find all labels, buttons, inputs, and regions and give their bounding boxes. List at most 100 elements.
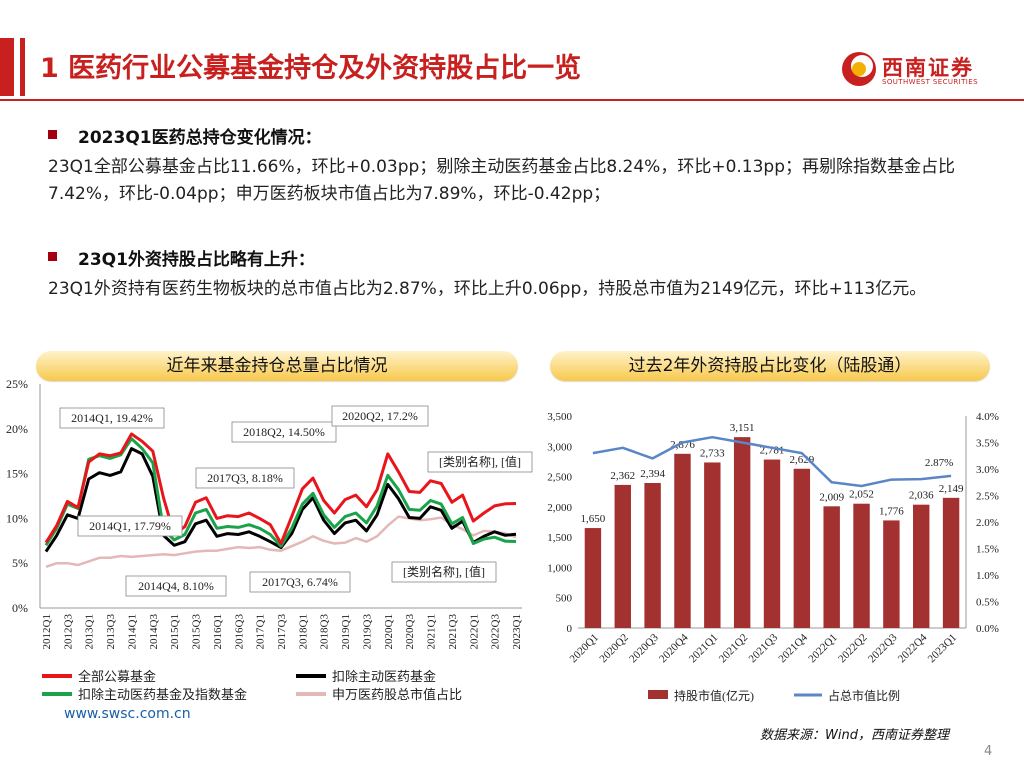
right-x-tick-label: 2023Q1 (926, 632, 960, 666)
ratio-end-label: 2.87% (925, 457, 953, 469)
right-x-tick-label: 2022Q4 (896, 631, 930, 665)
right-y-tick-label: 0 (567, 623, 573, 635)
bar-2022Q3 (883, 520, 900, 628)
right-x-tick-label: 2020Q1 (567, 632, 601, 666)
left-x-tick-label: 2013Q3 (105, 614, 117, 650)
left-x-tick-label: 2019Q1 (340, 614, 352, 649)
chart-annotation: 2017Q3, 8.18% (195, 467, 295, 489)
legend-swatch (648, 690, 668, 699)
left-x-tick-label: 2020Q3 (404, 614, 416, 650)
right-x-tick-label: 2020Q2 (597, 632, 631, 666)
bar-2022Q2 (853, 503, 870, 628)
legend-label: 全部公募基金 (78, 669, 156, 684)
right-y2-tick-label: 0.0% (976, 623, 999, 635)
svg-text:2014Q1, 17.79%: 2014Q1, 17.79% (89, 519, 171, 533)
right-x-tick-label: 2022Q1 (806, 632, 840, 666)
bar-value-label: 3,151 (730, 422, 755, 434)
chart-annotation: 2014Q4, 8.10% (125, 575, 227, 597)
right-chart-banner: 过去2年外资持股占比变化（陆股通） (550, 351, 990, 381)
page-number: 4 (984, 744, 993, 759)
left-x-tick-label: 2020Q1 (383, 614, 395, 649)
right-y2-tick-label: 0.5% (976, 597, 999, 609)
left-y-tick-label: 25% (6, 378, 28, 391)
left-chart-banner: 近年来基金持仓总量占比情况 (36, 351, 518, 381)
right-y2-tick-label: 1.5% (976, 544, 999, 556)
bar-value-label: 2,009 (819, 491, 844, 503)
right-y-tick-label: 1,500 (547, 532, 572, 544)
legend-label: 申万医药股总市值占比 (332, 687, 462, 702)
right-y2-tick-label: 1.0% (976, 570, 999, 582)
svg-text:2014Q1, 19.42%: 2014Q1, 19.42% (71, 411, 153, 425)
left-x-tick-label: 2021Q1 (426, 614, 438, 649)
right-x-tick-label: 2021Q3 (747, 631, 781, 665)
left-x-tick-label: 2013Q1 (84, 614, 96, 649)
left-x-tick-label: 2016Q3 (233, 614, 245, 650)
left-x-tick-label: 2018Q3 (319, 614, 331, 650)
right-x-tick-label: 2022Q3 (866, 631, 900, 665)
chart-annotation: [类别名称], [值] (391, 561, 497, 583)
bar-2020Q2 (614, 484, 631, 628)
legend-label: 扣除主动医药基金及指数基金 (78, 687, 247, 702)
left-x-tick-label: 2017Q3 (276, 614, 288, 650)
bar-value-label: 2,362 (610, 470, 635, 482)
right-x-tick-label: 2022Q2 (836, 632, 870, 666)
logo-icon (842, 52, 876, 86)
legend-label: 持股市值(亿元) (674, 688, 754, 703)
right-x-tick-label: 2021Q2 (717, 632, 751, 666)
right-x-tick-label: 2020Q3 (627, 631, 661, 665)
right-y2-tick-label: 3.5% (976, 438, 999, 450)
header-divider (0, 99, 1024, 101)
bar-value-label: 2,629 (789, 454, 814, 466)
header-accent-bar-thin (20, 38, 25, 96)
left-x-tick-label: 2012Q1 (41, 614, 53, 649)
svg-text:2020Q2, 17.2%: 2020Q2, 17.2% (342, 409, 418, 423)
left-y-tick-label: 20% (6, 422, 28, 436)
left-x-tick-label: 2019Q3 (361, 614, 373, 650)
chart-annotation: 2017Q3, 6.74% (249, 571, 351, 593)
website-link[interactable]: www.swsc.com.cn (64, 706, 191, 722)
bullet-icon (48, 130, 57, 139)
bar-2021Q4 (793, 468, 811, 628)
bar-2022Q1 (823, 506, 840, 628)
left-y-tick-label: 5% (12, 556, 28, 570)
svg-text:[类别名称], [值]: [类别名称], [值] (403, 564, 485, 579)
left-y-tick-label: 10% (6, 511, 28, 525)
left-x-tick-label: 2014Q1 (126, 614, 138, 649)
section1-body: 23Q1全部公募基金占比11.66%，环比+0.03pp；剔除主动医药基金占比8… (48, 157, 956, 204)
logo-subtext: SOUTHWEST SECURITIES (882, 78, 978, 86)
page-title: 1 医药行业公募基金持仓及外资持股占比一览 (40, 53, 582, 84)
bar-2021Q1 (704, 462, 721, 628)
bar-value-label: 1,650 (581, 513, 606, 525)
bar-2020Q4 (674, 453, 691, 628)
left-x-tick-label: 2021Q3 (447, 614, 459, 650)
right-x-tick-label: 2021Q4 (776, 631, 810, 665)
fund-holdings-line-chart: 0% 5% 10% 15% 20% 25% 2012Q1 2012Q3 2013Q1 2013Q3… (6, 378, 533, 702)
right-y2-tick-label: 4.0% (976, 411, 999, 423)
bar-2023Q1 (942, 497, 960, 628)
bar-value-label: 2,036 (909, 490, 934, 502)
svg-text:2017Q3, 6.74%: 2017Q3, 6.74% (262, 575, 338, 589)
right-x-tick-label: 2021Q1 (687, 632, 721, 666)
bullet-icon (48, 252, 57, 261)
right-y-tick-label: 3,000 (547, 441, 572, 453)
bar-value-label: 2,052 (849, 489, 874, 501)
chart-annotation: 2018Q2, 14.50% (231, 421, 337, 443)
bar-2021Q2 (733, 437, 751, 628)
legend-label: 占总市值比例 (828, 688, 900, 703)
right-y-tick-label: 2,000 (547, 502, 572, 514)
bar-2022Q4 (913, 504, 930, 628)
series-line-0 (44, 432, 517, 545)
right-y-tick-label: 500 (556, 593, 573, 605)
section1-heading: 2023Q1医药总持仓变化情况： (78, 128, 322, 148)
right-y2-tick-label: 2.5% (976, 491, 999, 503)
left-x-tick-label: 2023Q1 (511, 614, 523, 649)
bar-value-label: 1,776 (879, 505, 904, 517)
svg-text:2018Q2, 14.50%: 2018Q2, 14.50% (243, 425, 325, 439)
right-x-tick-label: 2020Q4 (657, 631, 691, 665)
bar-value-label: 2,149 (939, 483, 964, 495)
left-y-tick-label: 0% (12, 601, 28, 615)
chart-annotation: 2014Q1, 17.79% (77, 515, 183, 537)
left-x-tick-label: 2015Q3 (191, 614, 203, 650)
left-x-tick-label: 2015Q1 (169, 614, 181, 649)
foreign-holdings-combo-chart: 0 500 1,000 1,500 2,000 2,500 3,000 3,500 0.0% 0.… (547, 411, 999, 703)
